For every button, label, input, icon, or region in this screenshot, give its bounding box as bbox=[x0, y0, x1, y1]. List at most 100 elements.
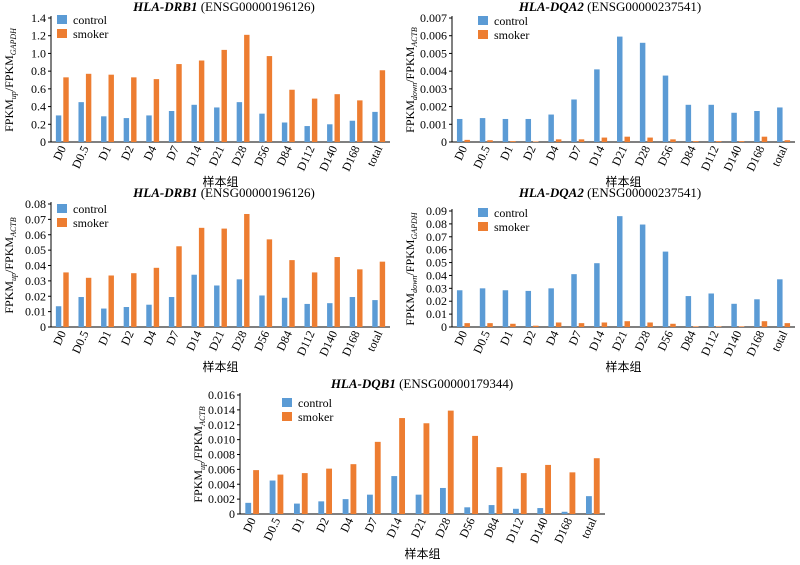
bar-control-D28 bbox=[639, 42, 646, 142]
chart-title: HLA-DQA2 (ENSG00000237541) bbox=[518, 0, 701, 14]
bar-control-D1 bbox=[502, 290, 509, 327]
bar-control-total bbox=[372, 300, 378, 327]
bar-smoker-D7 bbox=[176, 246, 182, 327]
y-tick-label: 0.05 bbox=[426, 256, 447, 270]
legend-label-smoker: smoker bbox=[298, 410, 333, 424]
x-tick-label: total bbox=[769, 328, 791, 354]
x-tick-label: D28 bbox=[632, 143, 653, 168]
chart-panel-5: HLA-DQB1 (ENSG00000179344)00.0020.0040.0… bbox=[191, 376, 605, 561]
y-tick-label: 0.005 bbox=[420, 46, 447, 60]
chart-title-gene: HLA-DQA2 bbox=[518, 185, 585, 200]
bar-control-D2 bbox=[525, 118, 532, 142]
x-tick-label: D112 bbox=[503, 515, 527, 545]
y-tick-label: 0.012 bbox=[208, 418, 235, 432]
bar-control-D112 bbox=[708, 104, 714, 142]
bar-control-D0 bbox=[55, 115, 62, 142]
bar-smoker-D0.5 bbox=[277, 474, 284, 514]
y-tick-label: 0.010 bbox=[208, 433, 235, 447]
bar-control-D2 bbox=[123, 118, 130, 142]
bar-control-D168 bbox=[349, 297, 356, 327]
bar-control-D56 bbox=[259, 113, 265, 142]
x-tick-label: D21 bbox=[609, 328, 630, 353]
x-tick-label: D1 bbox=[95, 143, 114, 162]
y-tick-label: 0.04 bbox=[25, 259, 46, 273]
chart-title: HLA-DRB1 (ENSG00000196126) bbox=[132, 185, 315, 200]
bar-control-D7 bbox=[366, 494, 373, 514]
bar-smoker-D2 bbox=[131, 77, 137, 142]
bar-smoker-D1 bbox=[510, 141, 516, 142]
x-tick-label: D28 bbox=[228, 143, 249, 168]
bar-control-D168 bbox=[754, 299, 760, 327]
y-label-mid: /FPKM bbox=[2, 237, 16, 273]
legend-swatch-control bbox=[478, 16, 488, 25]
y-tick-label: 0.008 bbox=[208, 448, 235, 462]
bar-control-D168 bbox=[349, 120, 356, 142]
x-tick-label: D1 bbox=[289, 515, 308, 534]
legend-label-smoker: smoker bbox=[494, 28, 529, 42]
y-tick-label: 1.2 bbox=[31, 29, 46, 43]
bar-control-D0.5 bbox=[78, 102, 84, 142]
y-tick-label: 0.014 bbox=[208, 403, 235, 417]
y-axis-label: FPKMdown/FPKMGAPDH bbox=[403, 211, 419, 325]
x-tick-label: D21 bbox=[408, 515, 429, 540]
legend-label-control: control bbox=[73, 202, 108, 216]
bar-smoker-D112 bbox=[715, 326, 722, 327]
bar-smoker-D140 bbox=[738, 141, 745, 142]
legend-label-control: control bbox=[494, 206, 529, 220]
bar-control-D140 bbox=[327, 124, 333, 142]
y-label-main: FPKM bbox=[191, 470, 205, 503]
y-tick-label: 0.001 bbox=[420, 117, 447, 131]
y-tick-label: 0.05 bbox=[25, 243, 46, 257]
x-tick-label: D0 bbox=[451, 143, 470, 162]
bar-smoker-D2 bbox=[533, 325, 539, 327]
bar-control-D112 bbox=[304, 303, 310, 327]
chart-title-id: (ENSG00000237541) bbox=[584, 0, 701, 14]
x-tick-label: D7 bbox=[163, 143, 182, 162]
y-label-sub1: up bbox=[9, 273, 18, 281]
chart-title-gene: HLA-DRB1 bbox=[132, 0, 197, 14]
x-tick-label: D84 bbox=[481, 515, 502, 540]
bar-smoker-D168 bbox=[357, 100, 363, 142]
bar-smoker-D140 bbox=[738, 326, 745, 327]
legend-label-smoker: smoker bbox=[494, 220, 529, 234]
bar-control-total bbox=[585, 496, 592, 514]
x-tick-label: D84 bbox=[274, 328, 295, 353]
x-tick-label: D56 bbox=[655, 328, 676, 353]
x-tick-label: D168 bbox=[339, 143, 363, 173]
bar-smoker-total bbox=[379, 70, 386, 142]
y-tick-label: 0 bbox=[229, 507, 235, 521]
x-tick-label: D0.5 bbox=[69, 328, 92, 355]
y-tick-label: 1.0 bbox=[31, 46, 46, 60]
bar-control-D1 bbox=[101, 308, 107, 327]
y-tick-label: 0.06 bbox=[25, 228, 46, 242]
y-tick-label: 0.006 bbox=[208, 462, 235, 476]
bar-smoker-D1 bbox=[108, 74, 114, 142]
bar-smoker-D0.5 bbox=[85, 277, 92, 327]
x-tick-label: total bbox=[364, 143, 386, 169]
bar-smoker-total bbox=[379, 261, 386, 327]
x-tick-label: D84 bbox=[677, 328, 698, 353]
bar-smoker-D140 bbox=[334, 257, 340, 327]
bar-smoker-D4 bbox=[350, 464, 357, 514]
x-tick-label: D112 bbox=[294, 328, 318, 358]
y-tick-label: 0.006 bbox=[420, 29, 447, 43]
x-tick-label: D140 bbox=[316, 328, 340, 358]
bar-control-D7 bbox=[168, 111, 175, 142]
bar-control-D21 bbox=[214, 107, 220, 142]
x-tick-label: D140 bbox=[721, 328, 745, 358]
bar-smoker-total bbox=[784, 323, 791, 327]
bar-control-D21 bbox=[415, 494, 422, 514]
x-tick-label: D140 bbox=[527, 515, 551, 545]
x-tick-label: D1 bbox=[497, 143, 516, 162]
y-label-main: FPKM bbox=[403, 100, 417, 133]
y-label-main: FPKM bbox=[403, 293, 417, 326]
x-tick-label: D140 bbox=[316, 143, 340, 173]
x-tick-label: D0.5 bbox=[69, 143, 92, 170]
x-tick-label: D0 bbox=[240, 515, 259, 534]
x-tick-label: D7 bbox=[566, 328, 585, 347]
y-tick-label: 0.09 bbox=[426, 204, 447, 218]
bar-control-D140 bbox=[731, 112, 737, 142]
bar-smoker-D140 bbox=[334, 94, 340, 142]
y-label-sub2: GAPDH bbox=[410, 211, 419, 239]
chart-title-gene: HLA-DQA2 bbox=[518, 0, 585, 14]
